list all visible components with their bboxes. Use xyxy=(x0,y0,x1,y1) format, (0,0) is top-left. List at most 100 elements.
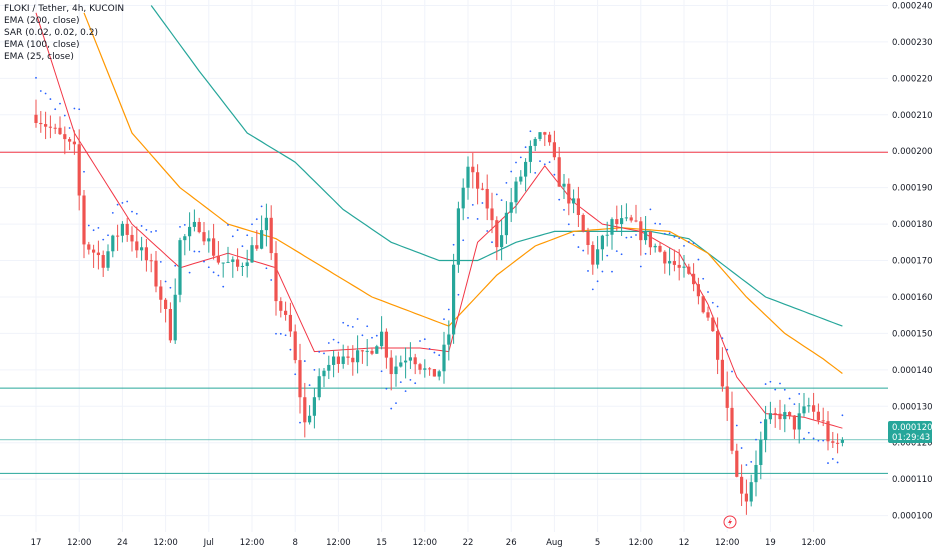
sar-dot xyxy=(78,108,81,111)
sar-dot xyxy=(433,351,436,354)
sar-dot xyxy=(188,271,191,274)
candle-body xyxy=(288,314,292,332)
legend-ema100[interactable]: EMA (100, close) xyxy=(4,40,80,50)
candle-body xyxy=(312,397,316,416)
candle-body xyxy=(692,273,696,285)
candle-body xyxy=(831,441,835,443)
sar-dot xyxy=(639,265,642,268)
sar-dot xyxy=(529,130,532,133)
candle-body xyxy=(687,266,691,274)
candle-body xyxy=(356,350,360,363)
candle-body xyxy=(740,476,744,494)
candle-body xyxy=(576,198,580,215)
sar-dot xyxy=(721,337,724,339)
candle-body xyxy=(423,368,427,370)
candle-body xyxy=(706,312,710,318)
candle-body xyxy=(144,247,148,261)
x-tick-label: 12:00 xyxy=(629,538,654,548)
sar-dot xyxy=(467,217,469,219)
candle-body xyxy=(389,357,393,375)
sar-dot xyxy=(39,90,42,92)
candle-body xyxy=(682,266,686,268)
x-tick-label: 12 xyxy=(679,538,690,548)
sar-dot xyxy=(409,378,412,381)
x-tick-label: 12:00 xyxy=(153,538,178,548)
candle-body xyxy=(696,284,700,297)
candle-body xyxy=(284,310,288,315)
sar-dot xyxy=(111,211,114,214)
candle-body xyxy=(634,220,638,222)
sar-dot xyxy=(606,254,609,257)
sar-dot xyxy=(207,266,210,269)
sar-dot xyxy=(375,334,378,337)
sar-dot xyxy=(735,424,738,427)
sar-dot xyxy=(543,163,546,166)
legend-ema200[interactable]: EMA (200, close) xyxy=(4,16,80,26)
candle-body xyxy=(581,214,585,232)
candle-body xyxy=(792,415,796,430)
candle-body xyxy=(149,260,153,262)
grid xyxy=(0,0,888,532)
candle-body xyxy=(130,234,134,242)
candle-body xyxy=(72,141,76,145)
legend-ema25[interactable]: EMA (25, close) xyxy=(4,52,74,62)
candle-body xyxy=(783,412,787,420)
lightning-bolt-icon[interactable] xyxy=(723,515,737,529)
candle-body xyxy=(437,371,441,377)
candle-body xyxy=(533,138,537,146)
candle-body xyxy=(552,142,556,158)
sar-dot xyxy=(443,318,445,321)
candle-body xyxy=(620,218,624,225)
chart-legend: FLOKI / Tether, 4h, KUCOIN EMA (200, clo… xyxy=(4,3,124,63)
candle-body xyxy=(504,212,508,236)
candle-body xyxy=(346,356,350,358)
sar-dot xyxy=(342,321,345,324)
candle-body xyxy=(591,245,595,265)
candle-body xyxy=(432,369,436,377)
candle-body xyxy=(788,412,792,416)
sar-dot xyxy=(663,232,666,235)
sar-dot xyxy=(481,202,484,204)
sar-dot xyxy=(591,288,594,291)
candle-body xyxy=(624,217,628,219)
sar-dot xyxy=(126,200,129,203)
time-axis[interactable]: 17 12:00 24 12:00 Jul 12:00 8 12:00 15 12:00 22 26 A… xyxy=(31,538,826,548)
candle-body xyxy=(375,346,379,354)
ema100-line xyxy=(83,12,843,374)
candle-body xyxy=(322,370,326,377)
candle-body xyxy=(562,183,566,187)
sar-dot xyxy=(495,193,498,196)
candle-body xyxy=(428,368,432,370)
sar-dot xyxy=(803,437,805,440)
sar-dot xyxy=(702,277,705,280)
sar-dot xyxy=(164,280,167,283)
legend-sar[interactable]: SAR (0.02, 0.02, 0.2) xyxy=(4,28,99,38)
candle-body xyxy=(336,356,340,364)
sar-dot xyxy=(668,232,671,235)
sar-dot xyxy=(635,234,637,236)
current-price-value: 0.0001208 xyxy=(892,423,932,433)
horizontal-lines[interactable] xyxy=(0,151,888,474)
candle-body xyxy=(255,245,259,249)
candle-body xyxy=(34,114,38,123)
candle-body xyxy=(720,359,724,387)
sar-dots xyxy=(35,76,844,466)
sar-dot xyxy=(217,274,220,277)
candle-body xyxy=(159,286,163,300)
sar-dot xyxy=(260,205,263,208)
legend-title[interactable]: FLOKI / Tether, 4h, KUCOIN xyxy=(4,4,125,14)
sar-dot xyxy=(63,114,66,117)
sar-dot xyxy=(155,230,157,232)
sar-dot xyxy=(390,407,393,410)
sar-dot xyxy=(135,212,138,215)
candles xyxy=(34,99,844,515)
sar-dot xyxy=(87,224,90,227)
sar-dot xyxy=(779,382,781,385)
y-tick-label: 0.0002400 xyxy=(892,1,932,11)
candle-body xyxy=(231,259,235,262)
